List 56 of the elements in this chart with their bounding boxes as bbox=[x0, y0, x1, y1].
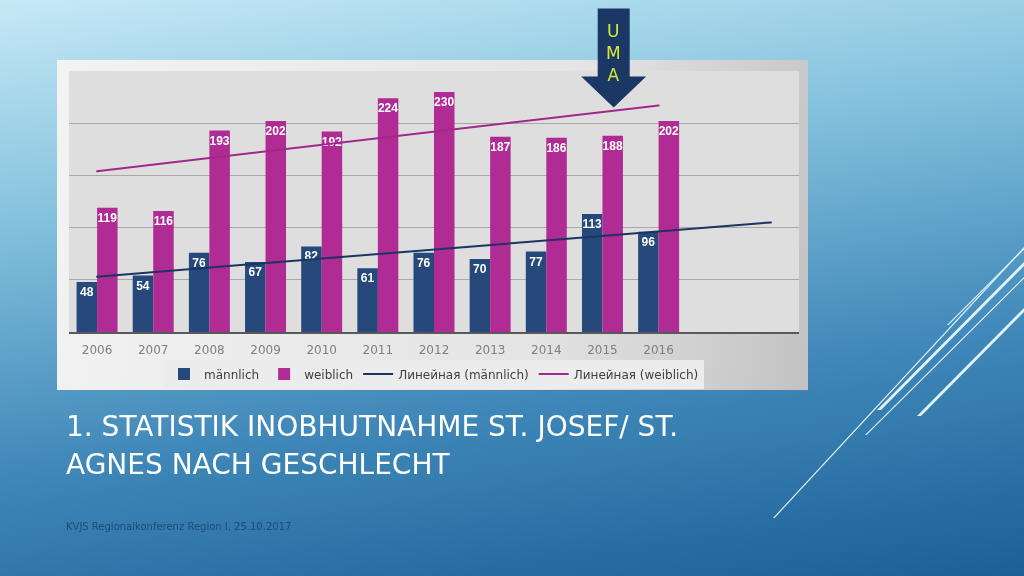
data-label: 113 bbox=[582, 217, 603, 232]
x-tick-label: 2006 bbox=[81, 342, 113, 357]
data-label: 116 bbox=[153, 213, 174, 228]
legend-label: Линейная (weiblich) bbox=[573, 367, 699, 382]
bar bbox=[245, 262, 266, 332]
legend-label: männlich bbox=[204, 367, 260, 382]
bar bbox=[546, 137, 567, 332]
legend-label: weiblich bbox=[304, 367, 354, 382]
bar bbox=[490, 136, 511, 332]
data-label: 77 bbox=[529, 254, 543, 269]
data-label: 67 bbox=[248, 265, 263, 280]
bar bbox=[602, 135, 623, 332]
bar bbox=[469, 258, 491, 332]
data-label: 230 bbox=[434, 94, 455, 109]
x-tick-label: 2015 bbox=[587, 342, 618, 357]
x-tick-label: 2013 bbox=[474, 342, 506, 357]
bar bbox=[153, 210, 174, 332]
data-label: 54 bbox=[136, 278, 150, 293]
bar bbox=[301, 246, 322, 332]
data-label: 96 bbox=[641, 234, 656, 249]
data-label: 224 bbox=[377, 101, 399, 116]
data-label: 193 bbox=[209, 133, 230, 148]
data-label: 186 bbox=[546, 140, 567, 155]
data-label: 119 bbox=[97, 210, 118, 225]
data-label: 70 bbox=[473, 261, 487, 276]
bar bbox=[357, 268, 378, 332]
bar bbox=[525, 251, 547, 332]
bar bbox=[413, 252, 434, 332]
text: 1. STATISTIK INOBHUTNAHME ST. JOSEF/ ST. AGNES NACH GESCHLECHT bbox=[66, 409, 680, 483]
bar bbox=[321, 131, 343, 332]
bar bbox=[377, 98, 399, 332]
x-tick-label: 2012 bbox=[418, 342, 450, 357]
data-label: 187 bbox=[490, 139, 511, 154]
data-label: 61 bbox=[360, 271, 375, 286]
data-label: 202 bbox=[658, 124, 680, 139]
x-tick-label: 2016 bbox=[643, 342, 674, 357]
x-tick-label: 2010 bbox=[306, 342, 337, 357]
data-label: 48 bbox=[79, 284, 94, 299]
x-tick-label: 2014 bbox=[531, 342, 562, 357]
data-label: 76 bbox=[416, 255, 431, 270]
bar bbox=[581, 214, 603, 332]
bar bbox=[97, 207, 118, 332]
data-label: 76 bbox=[192, 255, 206, 270]
bar bbox=[658, 121, 680, 332]
bar bbox=[434, 91, 455, 332]
bar bbox=[638, 231, 659, 332]
x-tick-label: 2011 bbox=[362, 342, 394, 357]
legend-label: Линейная (männlich) bbox=[398, 367, 529, 382]
bar bbox=[265, 121, 287, 332]
bar bbox=[209, 130, 230, 332]
data-label: 188 bbox=[602, 138, 623, 153]
x-tick-label: 2008 bbox=[194, 342, 225, 357]
x-tick-label: 2009 bbox=[250, 342, 281, 357]
annotation: UMA bbox=[606, 21, 621, 86]
data-label: 202 bbox=[265, 124, 286, 139]
x-tick-label: 2007 bbox=[137, 342, 169, 357]
